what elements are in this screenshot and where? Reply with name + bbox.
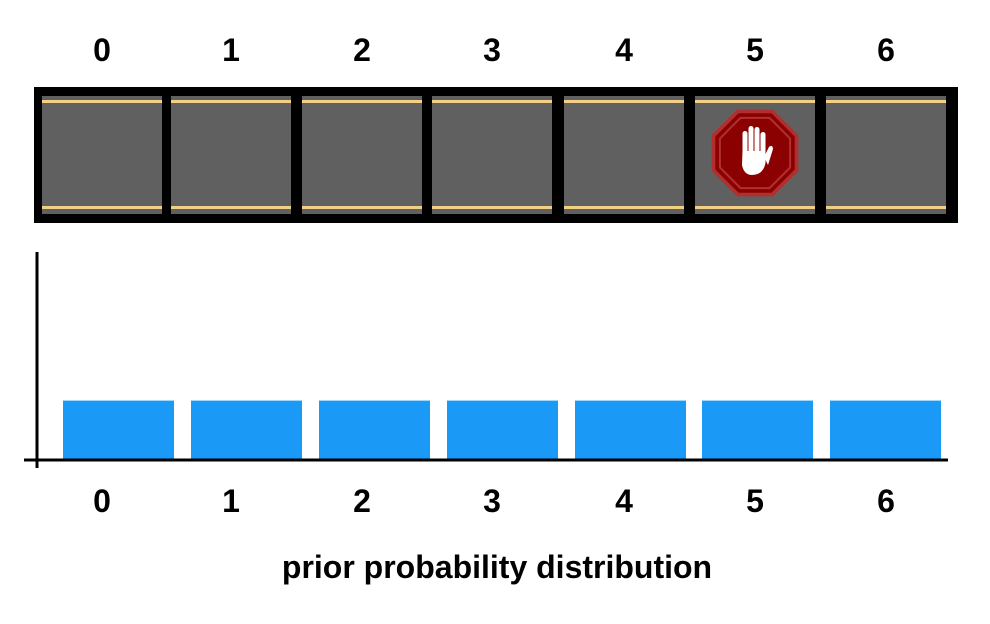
lane-line-bottom — [695, 206, 815, 209]
lane-line-top — [695, 100, 815, 103]
road-cell-1 — [171, 96, 291, 214]
lane-line-top — [302, 100, 422, 103]
x-tick-label-6: 6 — [877, 483, 895, 519]
x-tick-label-0: 0 — [93, 483, 111, 519]
bar-6 — [830, 400, 941, 460]
bar-3 — [447, 400, 558, 460]
x-tick-label-5: 5 — [746, 483, 764, 519]
road-cell-2 — [302, 96, 422, 214]
lane-line-top — [826, 100, 946, 103]
road-cell-3 — [432, 96, 552, 214]
road-cell-label-1: 1 — [222, 32, 240, 68]
lane-line-top — [432, 100, 552, 103]
road-cell-4 — [564, 96, 684, 214]
road-cell-label-2: 2 — [353, 32, 371, 68]
bar-0 — [63, 400, 174, 460]
road-cell-6 — [826, 96, 946, 214]
road-cell-label-3: 3 — [483, 32, 501, 68]
x-tick-label-4: 4 — [615, 483, 633, 519]
lane-line-bottom — [432, 206, 552, 209]
road-cell-label-4: 4 — [615, 32, 633, 68]
lane-line-top — [171, 100, 291, 103]
x-tick-labels: 0 1 2 3 4 5 6 — [93, 483, 895, 519]
lane-line-bottom — [302, 206, 422, 209]
prior-bar-chart: 0 1 2 3 4 5 6 prior probability distribution — [24, 252, 948, 585]
lane-line-bottom — [171, 206, 291, 209]
hand-icon — [742, 126, 773, 175]
x-tick-label-2: 2 — [353, 483, 371, 519]
lane-line-bottom — [564, 206, 684, 209]
road-cell-label-6: 6 — [877, 32, 895, 68]
bar-4 — [575, 400, 686, 460]
x-tick-label-1: 1 — [222, 483, 240, 519]
road-cell-labels: 0 1 2 3 4 5 6 — [93, 32, 895, 68]
stop-hand-icon — [711, 109, 799, 197]
lane-line-top — [564, 100, 684, 103]
lane-line-top — [42, 100, 162, 103]
bar-5 — [702, 400, 813, 460]
road-strip — [34, 87, 958, 223]
stop-sign-inner-border — [718, 116, 792, 190]
road-cell-label-5: 5 — [746, 32, 764, 68]
lane-line-bottom — [826, 206, 946, 209]
road-cell-label-0: 0 — [93, 32, 111, 68]
bar-1 — [191, 400, 302, 460]
road-cell-0 — [42, 96, 162, 214]
bar-2 — [319, 400, 430, 460]
x-tick-label-3: 3 — [483, 483, 501, 519]
lane-line-bottom — [42, 206, 162, 209]
x-axis-label: prior probability distribution — [282, 549, 712, 585]
